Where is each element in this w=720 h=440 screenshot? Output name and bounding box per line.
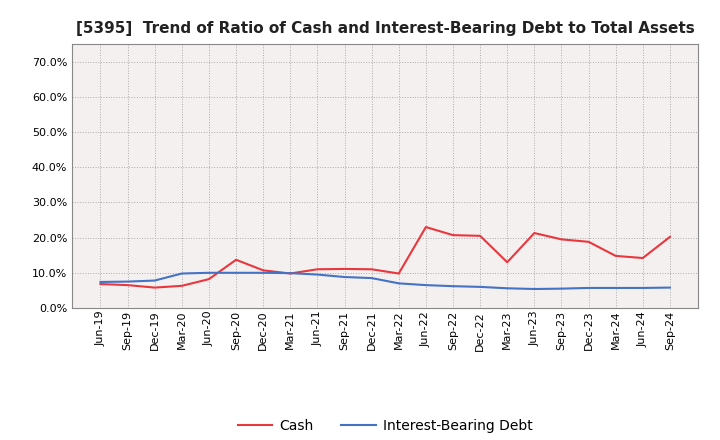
Interest-Bearing Debt <box>96 279 105 285</box>
Interest-Bearing Debt <box>449 283 457 289</box>
Interest-Bearing Debt <box>313 272 322 277</box>
Cash <box>395 271 403 276</box>
Cash <box>313 267 322 272</box>
Interest-Bearing Debt <box>557 286 566 291</box>
Cash <box>341 266 349 271</box>
Interest-Bearing Debt <box>421 282 430 288</box>
Interest-Bearing Debt <box>123 279 132 284</box>
Cash <box>476 233 485 238</box>
Cash <box>584 239 593 245</box>
Cash <box>530 231 539 236</box>
Line: Cash: Cash <box>101 227 670 288</box>
Interest-Bearing Debt <box>395 281 403 286</box>
Interest-Bearing Debt <box>150 278 159 283</box>
Interest-Bearing Debt <box>178 271 186 276</box>
Interest-Bearing Debt <box>476 284 485 290</box>
Line: Interest-Bearing Debt: Interest-Bearing Debt <box>101 273 670 289</box>
Interest-Bearing Debt <box>259 270 268 275</box>
Interest-Bearing Debt <box>611 285 620 290</box>
Interest-Bearing Debt <box>286 271 294 276</box>
Cash <box>367 267 376 272</box>
Cash <box>503 260 511 265</box>
Interest-Bearing Debt <box>367 275 376 281</box>
Interest-Bearing Debt <box>530 286 539 292</box>
Interest-Bearing Debt <box>665 285 674 290</box>
Cash <box>96 282 105 287</box>
Cash <box>204 276 213 282</box>
Interest-Bearing Debt <box>204 270 213 275</box>
Cash <box>232 257 240 262</box>
Legend: Cash, Interest-Bearing Debt: Cash, Interest-Bearing Debt <box>232 413 539 438</box>
Cash <box>123 282 132 288</box>
Cash <box>557 237 566 242</box>
Cash <box>178 283 186 289</box>
Cash <box>150 285 159 290</box>
Interest-Bearing Debt <box>232 270 240 275</box>
Title: [5395]  Trend of Ratio of Cash and Interest-Bearing Debt to Total Assets: [5395] Trend of Ratio of Cash and Intere… <box>76 21 695 36</box>
Cash <box>611 253 620 259</box>
Interest-Bearing Debt <box>639 285 647 290</box>
Cash <box>639 255 647 260</box>
Interest-Bearing Debt <box>341 275 349 280</box>
Cash <box>449 232 457 238</box>
Cash <box>665 234 674 239</box>
Cash <box>421 224 430 230</box>
Cash <box>259 268 268 273</box>
Interest-Bearing Debt <box>584 285 593 290</box>
Cash <box>286 271 294 276</box>
Interest-Bearing Debt <box>503 286 511 291</box>
